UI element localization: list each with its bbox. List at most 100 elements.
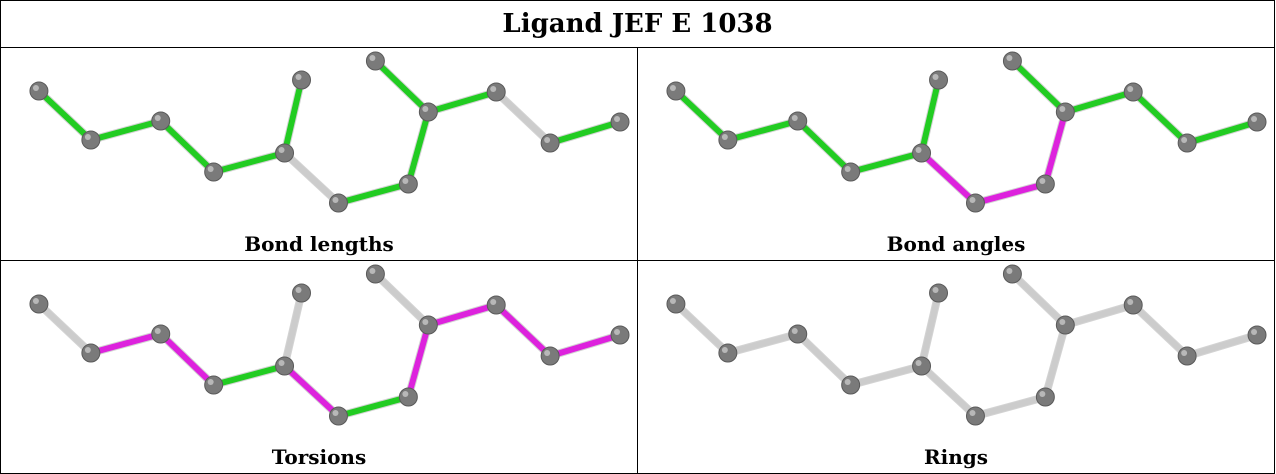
panel-torsions: Torsions — [0, 260, 638, 474]
atom — [292, 283, 312, 303]
atom-highlight — [1251, 329, 1258, 335]
atom — [29, 294, 49, 314]
atom-highlight — [844, 166, 851, 172]
atom-highlight — [84, 134, 91, 140]
atom — [540, 346, 560, 366]
atom — [610, 325, 630, 345]
atom — [1123, 82, 1143, 102]
atom — [1002, 264, 1022, 284]
atom — [1055, 102, 1075, 122]
atom — [666, 81, 686, 101]
atom — [912, 143, 932, 163]
bond-green — [87, 118, 164, 143]
atom-highlight — [969, 197, 976, 203]
atom-highlight — [332, 410, 339, 416]
atom-highlight — [490, 86, 497, 92]
atom-highlight — [1059, 319, 1066, 325]
bond-magenta — [493, 302, 554, 359]
atom — [610, 112, 630, 132]
bond-green — [918, 77, 942, 156]
atom-highlight — [490, 299, 497, 305]
atom-highlight — [369, 55, 376, 61]
atom-highlight — [207, 166, 214, 172]
panel-rings: Rings — [637, 260, 1275, 474]
atom — [841, 162, 861, 182]
atom-highlight — [32, 85, 39, 91]
atom — [965, 193, 985, 213]
bond-green — [281, 77, 305, 156]
atom — [1247, 325, 1267, 345]
atom-highlight — [402, 178, 409, 184]
atom — [666, 294, 686, 314]
atom — [275, 143, 295, 163]
bond-grey — [724, 331, 801, 356]
atom-highlight — [1251, 116, 1258, 122]
atom — [418, 102, 438, 122]
atom — [965, 406, 985, 426]
atom-highlight — [369, 268, 376, 274]
panel-label-rings: Rings — [923, 445, 988, 469]
atom — [718, 343, 738, 363]
atom-highlight — [1181, 137, 1188, 143]
bond-grey — [1130, 302, 1191, 359]
atom-highlight — [1006, 55, 1013, 61]
atom-highlight — [1181, 350, 1188, 356]
atom — [292, 70, 312, 90]
bond-grey — [281, 290, 305, 369]
bond-magenta — [1042, 109, 1069, 187]
bond-green — [1184, 119, 1261, 146]
atom — [486, 82, 506, 102]
molecule-diagram-bond-angles — [666, 51, 1267, 213]
atom-highlight — [32, 298, 39, 304]
bond-magenta — [425, 302, 500, 328]
atom-highlight — [915, 147, 922, 153]
bond-magenta — [405, 322, 432, 400]
molecule-diagram-bond-lengths — [29, 51, 630, 213]
bond-green — [794, 118, 854, 175]
atom — [151, 111, 171, 131]
atom-highlight — [932, 287, 939, 293]
atom-highlight — [669, 298, 676, 304]
bond-green — [1062, 89, 1137, 115]
atom — [275, 356, 295, 376]
bond-green — [335, 181, 412, 206]
bond-green — [210, 363, 288, 388]
atom — [929, 70, 949, 90]
atom-highlight — [614, 116, 621, 122]
atom — [365, 51, 385, 71]
panel-label-bond-lengths: Bond lengths — [244, 232, 394, 256]
bond-grey — [35, 301, 94, 356]
atom — [1177, 346, 1197, 366]
atom-highlight — [422, 106, 429, 112]
bond-green — [157, 118, 217, 175]
atom-highlight — [1127, 299, 1134, 305]
bond-green — [372, 58, 432, 115]
atom — [912, 356, 932, 376]
bond-grey — [1042, 322, 1069, 400]
atom — [29, 81, 49, 101]
atom — [328, 406, 348, 426]
panel-bond-angles: Bond angles — [637, 47, 1275, 261]
atom-highlight — [154, 115, 161, 121]
bond-grey — [918, 363, 979, 419]
atom — [418, 315, 438, 335]
table-title: Ligand JEF E 1038 — [0, 0, 1275, 48]
atom — [1177, 133, 1197, 153]
bond-grey — [281, 150, 342, 206]
molecule-diagram-torsions — [29, 264, 630, 426]
atom — [788, 111, 808, 131]
atom — [1035, 174, 1055, 194]
atom-highlight — [1006, 268, 1013, 274]
bond-green — [1009, 58, 1069, 115]
bond-magenta — [281, 363, 342, 419]
atom-highlight — [721, 134, 728, 140]
atom-highlight — [278, 360, 285, 366]
bond-grey — [372, 271, 432, 328]
atom-highlight — [544, 137, 551, 143]
molecule-diagram-rings — [666, 264, 1267, 426]
bond-magenta — [87, 331, 164, 356]
atom — [81, 343, 101, 363]
atom — [151, 324, 171, 344]
bond-magenta — [972, 181, 1049, 206]
